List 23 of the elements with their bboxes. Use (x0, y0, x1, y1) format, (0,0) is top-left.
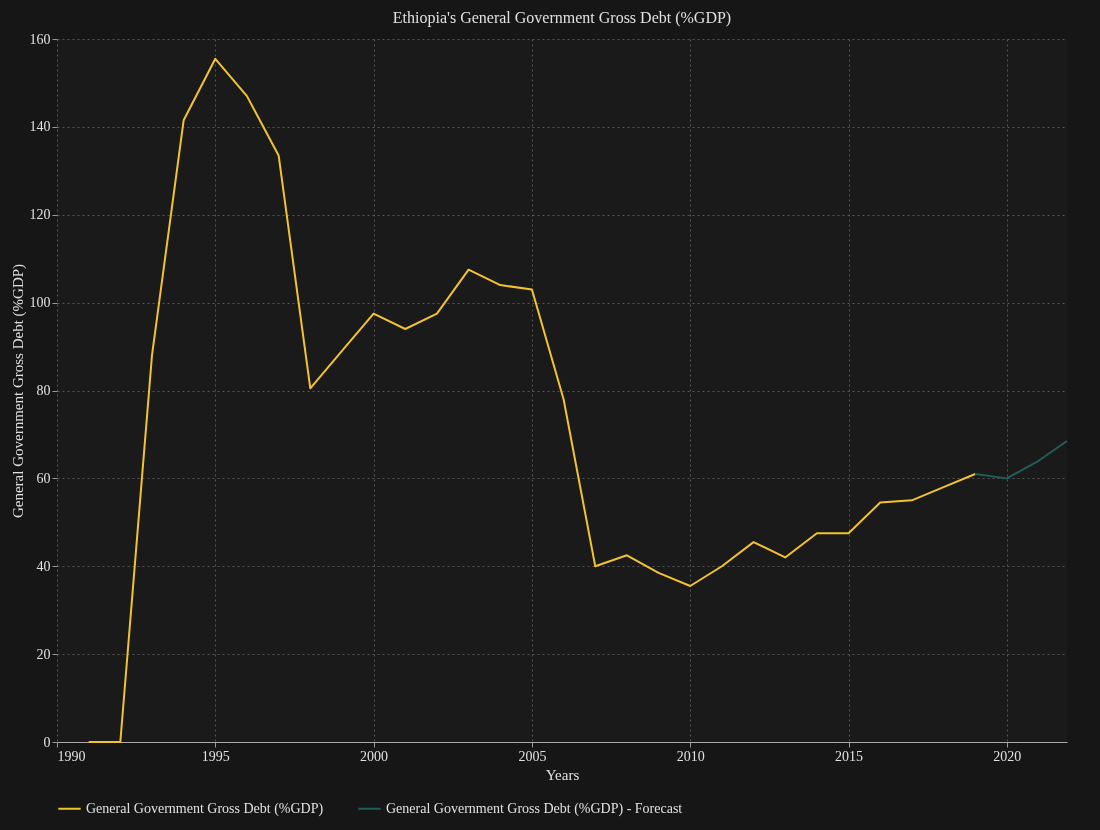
x-tick-label: 1995 (201, 748, 230, 764)
legend-label: General Government Gross Debt (%GDP) (86, 800, 324, 817)
y-tick-label: 160 (29, 31, 51, 47)
y-tick-label: 0 (43, 734, 51, 750)
y-tick-label: 80 (36, 383, 51, 398)
x-tick-label: 2015 (835, 748, 864, 764)
y-tick-label: 120 (29, 207, 51, 223)
x-tick-label: 2000 (360, 748, 389, 764)
line-series (974, 440, 1068, 480)
y-tick-label: 100 (29, 295, 51, 311)
x-tick-label: 2010 (676, 748, 705, 764)
x-tick-label: 2020 (993, 748, 1022, 764)
line-series (87, 57, 977, 743)
y-tick-label: 40 (36, 558, 51, 574)
x-tick-label: 2005 (518, 748, 547, 764)
x-axis-title: Years (545, 766, 580, 783)
y-axis-title: General Government Gross Debt (%GDP) (9, 263, 27, 519)
y-tick-label: 20 (36, 646, 51, 662)
x-tick-label: 1990 (57, 748, 86, 764)
y-tick-label: 60 (36, 470, 51, 486)
chart-title: Ethiopia's General Government Gross Debt (%GDP) (392, 9, 732, 27)
legend-label: General Government Gross Debt (%GDP) - Forecast (386, 800, 683, 817)
y-tick-label: 140 (29, 119, 51, 135)
